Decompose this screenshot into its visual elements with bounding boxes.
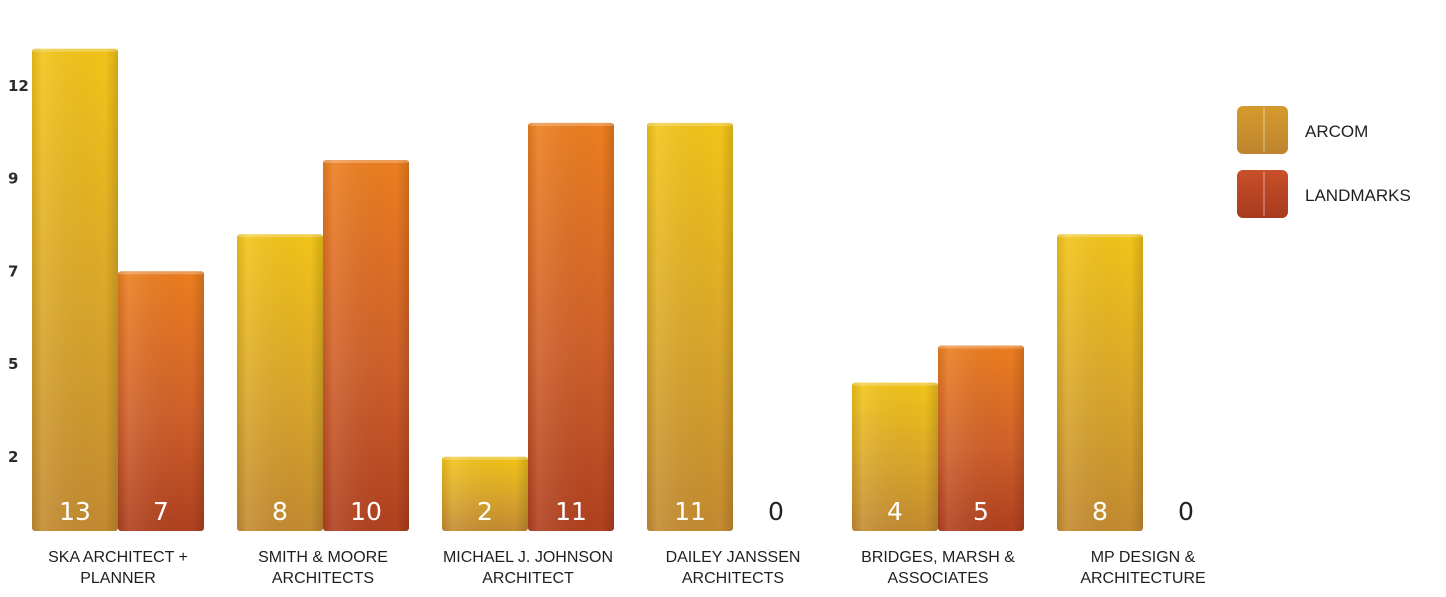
legend-swatch-landmarks [1237, 170, 1288, 218]
bar-value-label: 11 [555, 497, 587, 526]
y-axis: 2 5 7 9 12 14 [8, 0, 29, 466]
bar-value-label: 7 [153, 497, 169, 526]
bar-top-highlight [324, 160, 408, 163]
bar-value-label: 0 [768, 497, 784, 526]
bar-shading [938, 345, 1024, 531]
bar-value-label: 0 [1178, 497, 1194, 526]
bar-value-label: 11 [674, 497, 706, 526]
legend-label: ARCOM [1305, 122, 1368, 141]
x-tick-label: MICHAEL J. JOHNSON ARCHITECT [443, 549, 613, 587]
bars: 13 7 8 10 2 11 11 0 4 5 8 0 [32, 48, 1194, 532]
x-tick-label: DAILEY JANSSEN ARCHITECTS [666, 549, 801, 587]
bar-value-label: 2 [477, 497, 493, 526]
x-tick-label: SMITH & MOORE ARCHITECTS [258, 549, 388, 587]
bar-top-highlight [119, 271, 203, 275]
bar-top-highlight [529, 122, 613, 126]
bar-top-highlight [853, 382, 937, 386]
y-tick-label: 9 [8, 170, 18, 188]
bar-shading [323, 160, 409, 531]
bar-top-highlight [1058, 234, 1142, 238]
bar-top-highlight [939, 345, 1023, 349]
legend-label: LANDMARKS [1305, 186, 1411, 205]
bar-shading [32, 48, 118, 531]
bar-top-highlight [443, 456, 527, 460]
bar-shading [442, 456, 528, 531]
bar-value-label: 8 [1092, 497, 1108, 526]
bar-shading [528, 122, 614, 532]
bar-shading [647, 122, 733, 532]
legend: ARCOM LANDMARKS [1237, 106, 1411, 218]
x-tick-label: BRIDGES, MARSH & ASSOCIATES [861, 549, 1015, 587]
bar-value-label: 8 [272, 497, 288, 526]
bar-top-highlight [33, 48, 117, 52]
y-tick-label: 12 [8, 77, 29, 95]
bar-shading [118, 271, 204, 531]
bar-shading [1057, 234, 1143, 531]
bar-value-label: 13 [59, 497, 91, 526]
legend-swatch-arcom [1237, 106, 1288, 154]
x-tick-label: SKA ARCHITECT + PLANNER [48, 549, 188, 587]
x-tick-label: MP DESIGN & ARCHITECTURE [1080, 549, 1205, 587]
bar-value-label: 4 [887, 497, 903, 526]
bar-shading [237, 234, 323, 531]
y-tick-label: 5 [8, 355, 18, 373]
y-tick-label: 7 [8, 262, 18, 280]
bar-value-label: 5 [973, 497, 989, 526]
bar-value-label: 10 [350, 497, 382, 526]
bar-top-highlight [238, 234, 322, 238]
y-tick-label: 14 [8, 0, 29, 2]
bar-top-highlight [648, 122, 732, 126]
bar-shading [852, 382, 938, 531]
x-axis-labels: SKA ARCHITECT + PLANNER SMITH & MOORE ARCHI… [48, 549, 1206, 587]
y-tick-label: 2 [8, 448, 18, 466]
